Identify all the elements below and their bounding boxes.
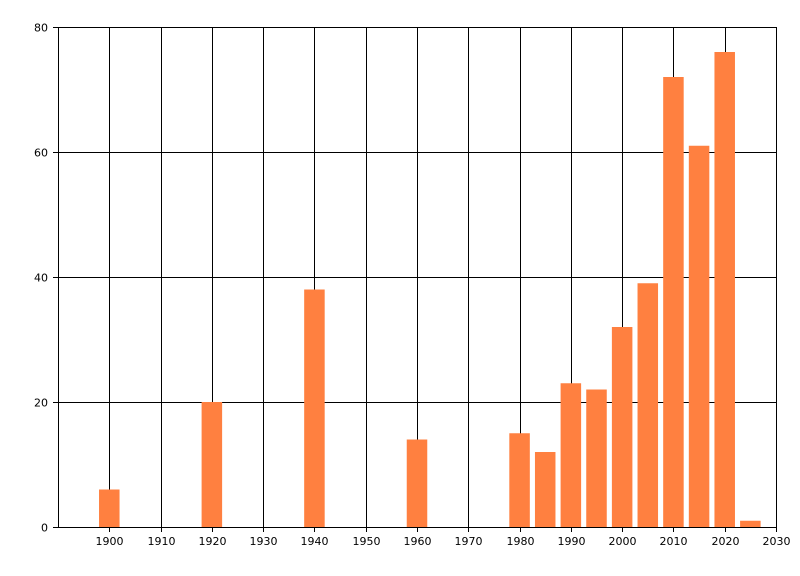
x-tick-label: 1900 [96, 535, 124, 548]
y-tick-label: 60 [34, 147, 48, 160]
bar-1900 [99, 489, 120, 527]
x-tick-label: 1950 [353, 535, 381, 548]
y-tick-label: 80 [34, 22, 48, 35]
x-tick-label: 2010 [660, 535, 688, 548]
x-tick-label: 1920 [199, 535, 227, 548]
bar-2000 [611, 327, 633, 527]
x-tick-label: 2030 [763, 535, 791, 548]
x-tick-label: 1980 [507, 535, 535, 548]
x-tick-label: 2020 [712, 535, 740, 548]
bars [99, 52, 761, 527]
bar-1985 [534, 452, 556, 527]
bar-2010 [663, 77, 684, 527]
bar-1920 [201, 402, 223, 527]
x-tick-label: 1940 [301, 535, 329, 548]
bar-1940 [304, 289, 325, 527]
bar-2015 [688, 145, 710, 527]
x-tick-label: 1910 [148, 535, 176, 548]
bar-2020 [714, 52, 735, 527]
bar-2025 [740, 520, 761, 527]
bar-1990 [560, 383, 582, 527]
bar-1980 [509, 433, 530, 527]
bar-1960 [406, 439, 428, 527]
x-tick-label: 1970 [455, 535, 483, 548]
y-tick-label: 40 [34, 272, 48, 285]
x-tick-label: 1990 [558, 535, 586, 548]
bar-1995 [586, 389, 607, 527]
tick-labels: 0 20 40 60 80 1900 1910 1920 1930 1940 1950 1960 197… [34, 22, 791, 549]
y-tick-label: 20 [34, 397, 48, 410]
x-tick-label: 1960 [404, 535, 432, 548]
y-tick-label: 0 [41, 522, 48, 535]
bar-2005 [637, 283, 659, 527]
x-tick-label: 1930 [250, 535, 278, 548]
x-tick-label: 2000 [609, 535, 637, 548]
axes [53, 27, 777, 532]
